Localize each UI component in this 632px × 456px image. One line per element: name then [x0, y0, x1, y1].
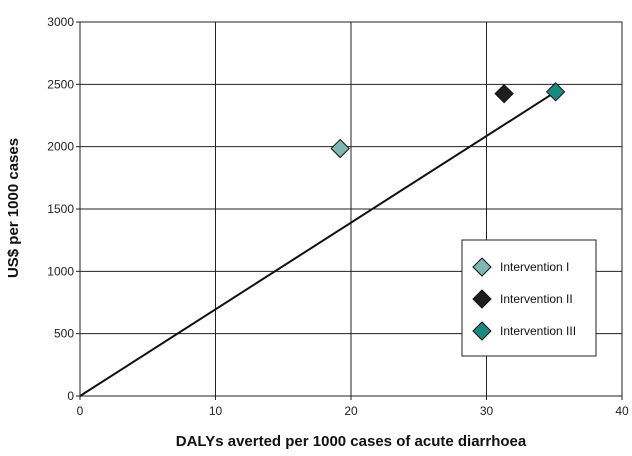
legend-label: Intervention II [500, 292, 573, 306]
legend-label: Intervention I [500, 260, 569, 274]
x-tick-label: 20 [344, 404, 358, 418]
legend: Intervention I Intervention II Interventio… [462, 240, 596, 356]
data-point-intervention-3 [547, 83, 565, 101]
x-axis-ticks: 0 10 20 30 40 [77, 396, 629, 418]
y-tick-label: 2500 [47, 77, 74, 91]
data-point-intervention-1 [331, 140, 349, 158]
x-tick-label: 40 [615, 404, 629, 418]
legend-label: Intervention III [500, 324, 576, 338]
y-tick-label: 2000 [47, 140, 74, 154]
y-tick-label: 1500 [47, 202, 74, 216]
data-point-intervention-2 [495, 85, 513, 103]
x-tick-label: 10 [209, 404, 223, 418]
y-axis-ticks: 0 500 1000 1500 2000 2500 3000 [47, 15, 80, 403]
y-tick-label: 1000 [47, 264, 74, 278]
y-tick-label: 0 [67, 389, 74, 403]
y-tick-label: 500 [54, 327, 74, 341]
y-tick-label: 3000 [47, 15, 74, 29]
x-tick-label: 0 [77, 404, 84, 418]
y-axis-title: US$ per 1000 cases [5, 138, 22, 278]
x-axis-title: DALYs averted per 1000 cases of acute di… [176, 433, 527, 450]
x-tick-label: 30 [480, 404, 494, 418]
